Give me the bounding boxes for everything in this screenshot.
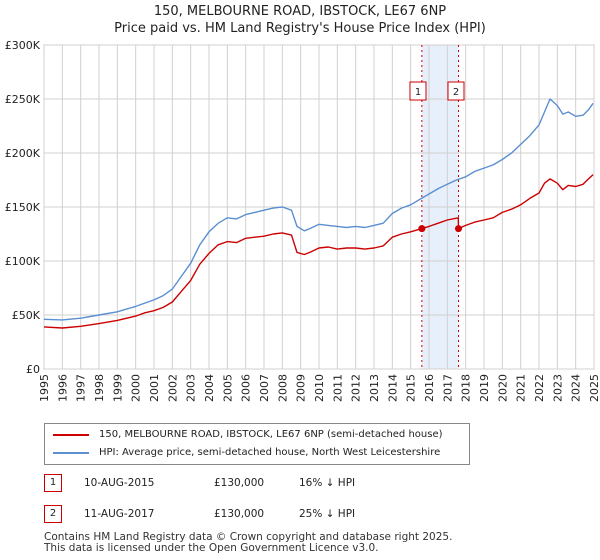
y-tick-label: £150K xyxy=(5,201,41,214)
series-line-property xyxy=(43,174,594,329)
sale-price-1: £130,000 xyxy=(214,477,265,489)
x-tick-label: 2023 xyxy=(551,374,564,402)
y-tick-label: £300K xyxy=(5,39,41,52)
series-line-hpi xyxy=(43,98,594,321)
chart-title: 150, MELBOURNE ROAD, IBSTOCK, LE67 6NP xyxy=(153,4,447,19)
x-tick-label: 2011 xyxy=(331,374,344,402)
footer-copyright: Contains HM Land Registry data © Crown c… xyxy=(44,531,453,543)
annotation-label-2: 2 xyxy=(453,87,459,98)
x-tick-label: 2018 xyxy=(460,374,473,402)
legend: 150, MELBOURNE ROAD, IBSTOCK, LE67 6NP (… xyxy=(44,423,470,465)
x-tick-label: 2004 xyxy=(203,374,216,402)
x-tick-label: 2007 xyxy=(258,374,271,402)
x-tick-label: 2006 xyxy=(240,374,253,402)
x-tick-label: 2014 xyxy=(386,374,399,402)
x-tick-label: 2010 xyxy=(313,374,326,402)
x-tick-label: 2008 xyxy=(276,374,289,402)
x-tick-label: 1998 xyxy=(93,374,106,402)
y-tick-label: £0 xyxy=(26,363,40,376)
x-tick-label: 2021 xyxy=(515,374,528,402)
x-tick-label: 2016 xyxy=(423,374,436,402)
footer-licence: This data is licensed under the Open Gov… xyxy=(44,542,379,554)
sale-marker-2: 2 xyxy=(44,505,62,523)
legend-swatch-property xyxy=(53,434,89,436)
chart-subtitle: Price paid vs. HM Land Registry's House … xyxy=(114,21,486,36)
y-tick-label: £250K xyxy=(5,93,41,106)
x-tick-label: 2003 xyxy=(185,374,198,402)
y-tick-label: £100K xyxy=(5,255,41,268)
sale-price-2: £130,000 xyxy=(214,508,265,520)
y-tick-label: £200K xyxy=(5,147,41,160)
legend-label-property: 150, MELBOURNE ROAD, IBSTOCK, LE67 6NP (… xyxy=(99,429,443,440)
x-tick-label: 2019 xyxy=(478,374,491,402)
x-tick-label: 2000 xyxy=(130,374,143,402)
sale-hpi-1: 16% ↓ HPI xyxy=(299,477,356,489)
price-chart: £0 £50K £100K £150K £200K £250K £300K 1995 1996… xyxy=(5,39,600,402)
x-tick-label: 2009 xyxy=(295,374,308,402)
x-tick-label: 2005 xyxy=(221,374,234,402)
x-tick-label: 2015 xyxy=(405,374,418,402)
x-tick-label: 2012 xyxy=(350,374,363,402)
sale-date-1: 10-AUG-2015 xyxy=(84,477,155,489)
x-tick-label: 1995 xyxy=(38,374,51,402)
x-tick-label: 2017 xyxy=(441,374,454,402)
x-tick-label: 2022 xyxy=(533,374,546,402)
sale-hpi-2: 25% ↓ HPI xyxy=(299,508,356,520)
legend-label-hpi: HPI: Average price, semi-detached house,… xyxy=(99,447,441,458)
x-tick-label: 2020 xyxy=(496,374,509,402)
legend-swatch-hpi xyxy=(53,452,89,454)
sale-marker-1: 1 xyxy=(44,474,62,492)
y-tick-label: £50K xyxy=(12,309,41,322)
x-tick-label: 2024 xyxy=(570,374,583,402)
sale-point-1 xyxy=(418,225,426,233)
x-tick-label: 2002 xyxy=(166,374,179,402)
annotation-box-2 xyxy=(447,81,465,101)
x-tick-label: 2001 xyxy=(148,374,161,402)
annotation-label-1: 1 xyxy=(415,87,421,98)
sale-date-2: 11-AUG-2017 xyxy=(84,508,155,520)
x-tick-label: 1997 xyxy=(75,374,88,402)
x-tick-label: 1996 xyxy=(56,374,69,402)
x-tick-label: 2025 xyxy=(588,374,600,402)
x-tick-label: 2013 xyxy=(368,374,381,402)
sale-point-2 xyxy=(455,225,463,233)
annotation-box-1 xyxy=(409,81,427,101)
x-tick-label: 1999 xyxy=(111,374,124,402)
